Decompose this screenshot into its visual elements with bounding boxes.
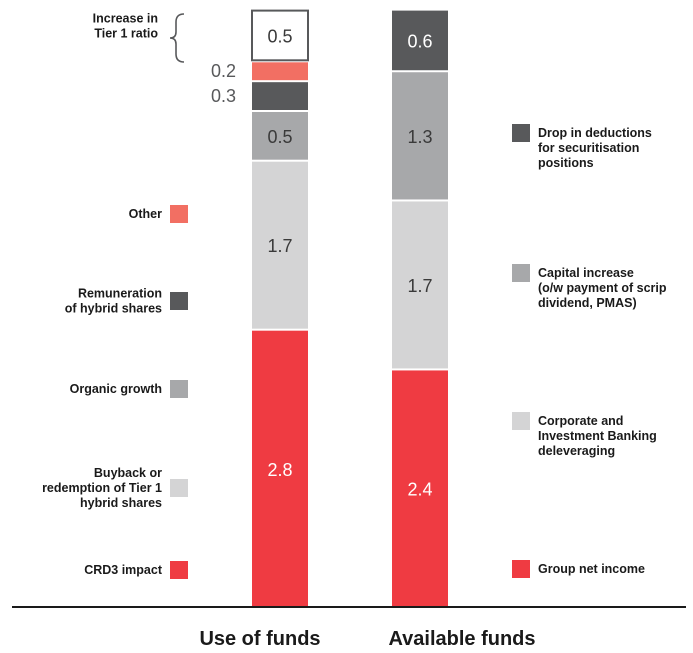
- legend-swatch: [170, 205, 188, 223]
- left-legend-label: Tier 1 ratio: [94, 27, 158, 41]
- legend-swatch: [170, 292, 188, 310]
- left-legend-label: hybrid shares: [80, 496, 162, 510]
- right-legend-label: for securitisation: [538, 141, 639, 155]
- left-legend-label: redemption of Tier 1: [42, 481, 162, 495]
- right-legend-label: dividend, PMAS): [538, 296, 637, 310]
- left-legend-item-organic-growth: Organic growth: [70, 380, 188, 398]
- bar-use-of-funds: 2.8 1.7 0.5 0.3 0.2 0.5: [211, 9, 309, 607]
- category-labels: Use of funds Available funds: [199, 628, 535, 650]
- value-label-corporate-and-investment-banking-deleveraging: 1.7: [407, 276, 432, 296]
- value-label-crd3-impact: 2.8: [267, 460, 292, 480]
- brace-icon: [169, 13, 185, 63]
- segment-remuneration-of-hybrid-shares: [252, 82, 308, 110]
- left-legend-label: Buyback or: [94, 466, 162, 480]
- left-legend-item-other: Other: [129, 205, 188, 223]
- category-label-use-of-funds: Use of funds: [199, 628, 320, 650]
- segment-capital-increase-o-w-payment-of-scrip-dividend-pmas: [392, 72, 448, 200]
- right-legend-label: Investment Banking: [538, 429, 657, 443]
- right-legend-label: positions: [538, 156, 594, 170]
- segment-increase-in-tier-1-ratio: [251, 9, 309, 62]
- value-label-organic-growth: 0.5: [267, 127, 292, 147]
- bars-layer: 2.8 1.7 0.5 0.3 0.2 0.5 2.4 1.7 1.3 0.6: [211, 9, 448, 607]
- right-legend-label: deleveraging: [538, 444, 615, 458]
- legend-swatch: [170, 479, 188, 497]
- value-label-remuneration-of-hybrid-shares: 0.3: [211, 86, 236, 106]
- right-legend-label: Corporate and: [538, 414, 623, 428]
- right-legend-label: (o/w payment of scrip: [538, 281, 667, 295]
- right-legend-label: Group net income: [538, 562, 645, 576]
- right-legend-item-capital-increase-o-w-payment-of-scrip-dividend-pmas: Capital increase(o/w payment of scripdiv…: [512, 264, 667, 310]
- value-label-buyback-or-redemption-of-tier-1-hybrid-shares: 1.7: [267, 236, 292, 256]
- segment-organic-growth: [252, 112, 308, 160]
- legend-swatch: [512, 412, 530, 430]
- value-label-group-net-income: 2.4: [407, 480, 432, 500]
- category-label-available-funds: Available funds: [388, 628, 535, 650]
- legend-swatch: [170, 380, 188, 398]
- left-legend-label: CRD3 impact: [84, 563, 163, 577]
- left-legend-label: Other: [129, 207, 162, 221]
- legend-swatch: [512, 264, 530, 282]
- value-label-capital-increase-o-w-payment-of-scrip-dividend-pmas: 1.3: [407, 127, 432, 147]
- segment-crd3-impact: [252, 330, 308, 607]
- legend-swatch: [512, 124, 530, 142]
- left-legend-label: Remuneration: [78, 287, 162, 301]
- right-legend-label: Drop in deductions: [538, 126, 652, 140]
- segment-buyback-or-redemption-of-tier-1-hybrid-shares: [252, 161, 308, 329]
- left-legend-item-crd3-impact: CRD3 impact: [84, 561, 188, 579]
- legend-swatch: [512, 560, 530, 578]
- left-legend-label: of hybrid shares: [65, 302, 162, 316]
- bar-available-funds: 2.4 1.7 1.3 0.6: [392, 10, 448, 607]
- left-legend-label: Increase in: [93, 12, 158, 26]
- right-legend-label: Capital increase: [538, 266, 634, 280]
- segment-corporate-and-investment-banking-deleveraging: [392, 201, 448, 369]
- value-label-drop-in-deductions-for-securitisation-positions: 0.6: [407, 31, 432, 51]
- segment-group-net-income: [392, 370, 448, 607]
- value-label-other: 0.2: [211, 61, 236, 81]
- segment-other: [252, 62, 308, 81]
- right-legend-item-group-net-income: Group net income: [512, 560, 645, 578]
- value-label-increase-in-tier-1-ratio: 0.5: [267, 26, 292, 46]
- segment-drop-in-deductions-for-securitisation-positions: [392, 10, 448, 71]
- left-legend-label: Organic growth: [70, 382, 162, 396]
- legend-swatch: [170, 561, 188, 579]
